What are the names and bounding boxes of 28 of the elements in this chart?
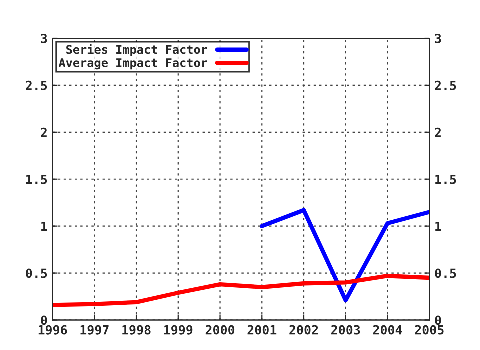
y2-tick-label: 1.5	[436, 175, 456, 184]
y-tick-label: 3	[41, 34, 48, 44]
y2-tick-label: 2	[435, 128, 441, 138]
x-tick-label: 2001	[248, 325, 277, 335]
x-tick-label: 1997	[80, 325, 109, 335]
y2-tick-label: 0.5	[435, 268, 456, 278]
y-tick-label: 0.5	[26, 268, 48, 278]
y2-tick-label: 2.5	[435, 80, 456, 90]
x-tick-label: 1999	[164, 325, 193, 335]
x-tick-label: 1998	[122, 325, 151, 335]
y-tick-label: 1	[42, 222, 48, 232]
y-tick-label: 0	[41, 316, 48, 326]
y2-tick-label: 3	[435, 34, 442, 44]
x-tick-label: 2003	[332, 325, 360, 335]
y-tick-label: 2.5	[26, 80, 48, 90]
legend-label: Series Impact Factor	[66, 44, 208, 56]
y2-tick-label: 0	[435, 316, 442, 326]
legend-label: Average Impact Factor	[58, 58, 208, 70]
x-tick-label: 2004	[373, 325, 402, 335]
y-tick-label: 1.5	[26, 175, 48, 184]
x-tick-label: 2005	[415, 325, 444, 335]
x-tick-label: 2000	[206, 325, 235, 335]
x-tick-label: 2002	[290, 325, 318, 335]
line-series	[260, 208, 430, 303]
y2-tick-label: 1	[436, 222, 442, 232]
y-tick-label: 2	[41, 128, 47, 138]
line-series	[52, 274, 430, 308]
x-tick-label: 1996	[38, 325, 68, 335]
